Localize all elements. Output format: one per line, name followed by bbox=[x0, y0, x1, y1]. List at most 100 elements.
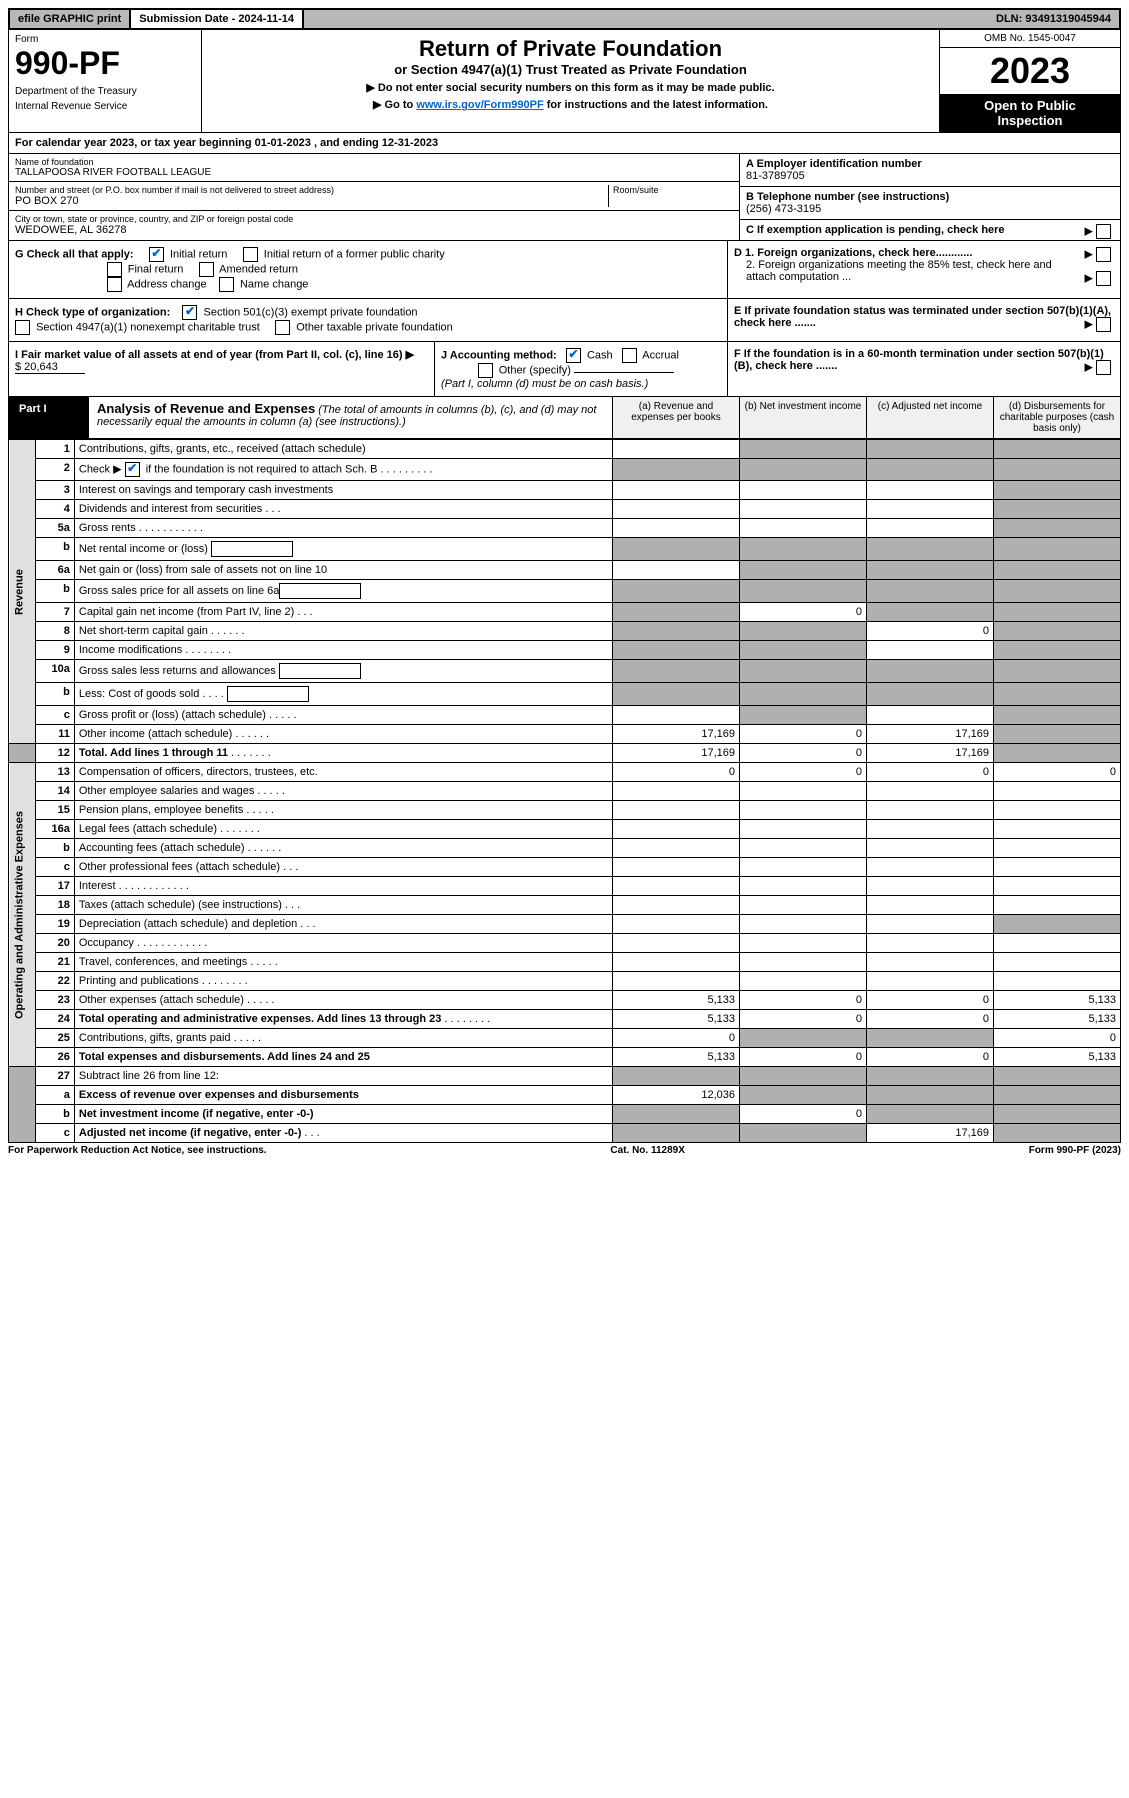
address-change-checkbox[interactable] bbox=[107, 277, 122, 292]
e-checkbox[interactable] bbox=[1096, 317, 1111, 332]
s4947-checkbox[interactable] bbox=[15, 320, 30, 335]
line-20-b bbox=[740, 934, 867, 953]
line-10b-a bbox=[613, 683, 740, 706]
line-num-3: 3 bbox=[35, 481, 74, 500]
inspection-label: Inspection bbox=[997, 113, 1062, 128]
schb-checkbox[interactable] bbox=[125, 462, 140, 477]
line-11-desc: Other income (attach schedule) . . . . .… bbox=[74, 725, 612, 744]
c-checkbox[interactable] bbox=[1096, 224, 1111, 239]
room-suite-box: Room/suite bbox=[608, 185, 733, 207]
form-footer-id: Form 990-PF (2023) bbox=[1029, 1145, 1121, 1156]
line-16a-c bbox=[867, 820, 994, 839]
line-14-a bbox=[613, 782, 740, 801]
line-10b-desc: Less: Cost of goods sold . . . . bbox=[74, 683, 612, 706]
line-16b-b bbox=[740, 839, 867, 858]
line-11-c: 17,169 bbox=[867, 725, 994, 744]
j-note: (Part I, column (d) must be on cash basi… bbox=[441, 378, 648, 390]
line-num-19: 19 bbox=[35, 915, 74, 934]
form-subtitle: or Section 4947(a)(1) Trust Treated as P… bbox=[208, 62, 933, 77]
line-num-11: 11 bbox=[35, 725, 74, 744]
f-section: F If the foundation is in a 60-month ter… bbox=[728, 342, 1120, 396]
paperwork-notice: For Paperwork Reduction Act Notice, see … bbox=[8, 1145, 267, 1156]
initial-former-checkbox[interactable] bbox=[243, 247, 258, 262]
line-22-c bbox=[867, 972, 994, 991]
line-1-b bbox=[740, 440, 867, 459]
col-c-header: (c) Adjusted net income bbox=[867, 397, 994, 438]
entity-left: Name of foundation TALLAPOOSA RIVER FOOT… bbox=[9, 154, 739, 240]
i-section: I Fair market value of all assets at end… bbox=[9, 342, 435, 396]
line-21-c bbox=[867, 953, 994, 972]
line-9-desc: Income modifications . . . . . . . . bbox=[74, 641, 612, 660]
other-taxable-checkbox[interactable] bbox=[275, 320, 290, 335]
initial-return-checkbox[interactable] bbox=[149, 247, 164, 262]
i-j-f-section: I Fair market value of all assets at end… bbox=[8, 342, 1121, 397]
line-27-d bbox=[994, 1067, 1121, 1086]
g-d-section: G Check all that apply: Initial return I… bbox=[8, 241, 1121, 299]
top-bar: efile GRAPHIC print Submission Date - 20… bbox=[8, 8, 1121, 30]
entity-info-block: Name of foundation TALLAPOOSA RIVER FOOT… bbox=[8, 154, 1121, 241]
form-title: Return of Private Foundation bbox=[208, 36, 933, 62]
line-16c-desc: Other professional fees (attach schedule… bbox=[74, 858, 612, 877]
line-6a-desc: Net gain or (loss) from sale of assets n… bbox=[74, 561, 612, 580]
amended-return-checkbox[interactable] bbox=[199, 262, 214, 277]
line-15-c bbox=[867, 801, 994, 820]
s4947-label: Section 4947(a)(1) nonexempt charitable … bbox=[36, 321, 260, 333]
line-12-d bbox=[994, 744, 1121, 763]
line-16a-desc: Legal fees (attach schedule) . . . . . .… bbox=[74, 820, 612, 839]
line-5b-c bbox=[867, 538, 994, 561]
d2-checkbox[interactable] bbox=[1096, 271, 1111, 286]
line-26-a: 5,133 bbox=[613, 1048, 740, 1067]
line-9-b bbox=[740, 641, 867, 660]
line-7-c bbox=[867, 603, 994, 622]
line-5b-a bbox=[613, 538, 740, 561]
submission-date: Submission Date - 2024-11-14 bbox=[131, 10, 304, 28]
line-27a-a: 12,036 bbox=[613, 1086, 740, 1105]
line-5b-d bbox=[994, 538, 1121, 561]
foundation-name-label: Name of foundation bbox=[15, 157, 733, 167]
line-17-a bbox=[613, 877, 740, 896]
line-10c-a bbox=[613, 706, 740, 725]
col-a-header: (a) Revenue and expenses per books bbox=[613, 397, 740, 438]
line-24-c: 0 bbox=[867, 1010, 994, 1029]
c-label: C If exemption application is pending, c… bbox=[746, 224, 1005, 236]
line-19-c bbox=[867, 915, 994, 934]
line-27b-c bbox=[867, 1105, 994, 1124]
s501-checkbox[interactable] bbox=[182, 305, 197, 320]
line-27c-desc: Adjusted net income (if negative, enter … bbox=[74, 1124, 612, 1143]
line-10c-d bbox=[994, 706, 1121, 725]
line-25-c bbox=[867, 1029, 994, 1048]
line-10a-desc: Gross sales less returns and allowances bbox=[74, 660, 612, 683]
final-return-label: Final return bbox=[128, 263, 184, 275]
part1-table: Revenue 1 Contributions, gifts, grants, … bbox=[8, 439, 1121, 1143]
other-specify-checkbox[interactable] bbox=[478, 363, 493, 378]
line-27a-d bbox=[994, 1086, 1121, 1105]
line-num-18: 18 bbox=[35, 896, 74, 915]
form990pf-link[interactable]: www.irs.gov/Form990PF bbox=[416, 99, 543, 111]
cash-checkbox[interactable] bbox=[566, 348, 581, 363]
instr-1: ▶ Do not enter social security numbers o… bbox=[208, 81, 933, 94]
name-change-checkbox[interactable] bbox=[219, 277, 234, 292]
line-23-b: 0 bbox=[740, 991, 867, 1010]
line-19-b bbox=[740, 915, 867, 934]
ein-box: A Employer identification number 81-3789… bbox=[740, 154, 1120, 187]
line-16b-d bbox=[994, 839, 1121, 858]
line-num-4: 4 bbox=[35, 500, 74, 519]
line-3-c bbox=[867, 481, 994, 500]
line-20-desc: Occupancy . . . . . . . . . . . . bbox=[74, 934, 612, 953]
line-10b-c bbox=[867, 683, 994, 706]
d1-checkbox[interactable] bbox=[1096, 247, 1111, 262]
part1-header: Part I Analysis of Revenue and Expenses … bbox=[8, 397, 1121, 439]
line-13-d: 0 bbox=[994, 763, 1121, 782]
tax-year: 2023 bbox=[940, 48, 1120, 94]
line-21-b bbox=[740, 953, 867, 972]
instr2-pre: ▶ Go to bbox=[373, 99, 416, 111]
year-box: OMB No. 1545-0047 2023 Open to Public In… bbox=[939, 30, 1120, 132]
line-num-23: 23 bbox=[35, 991, 74, 1010]
line-1-c bbox=[867, 440, 994, 459]
line-num-5b: b bbox=[35, 538, 74, 561]
accrual-checkbox[interactable] bbox=[622, 348, 637, 363]
final-return-checkbox[interactable] bbox=[107, 262, 122, 277]
line-15-desc: Pension plans, employee benefits . . . .… bbox=[74, 801, 612, 820]
f-checkbox[interactable] bbox=[1096, 360, 1111, 375]
line-23-desc: Other expenses (attach schedule) . . . .… bbox=[74, 991, 612, 1010]
